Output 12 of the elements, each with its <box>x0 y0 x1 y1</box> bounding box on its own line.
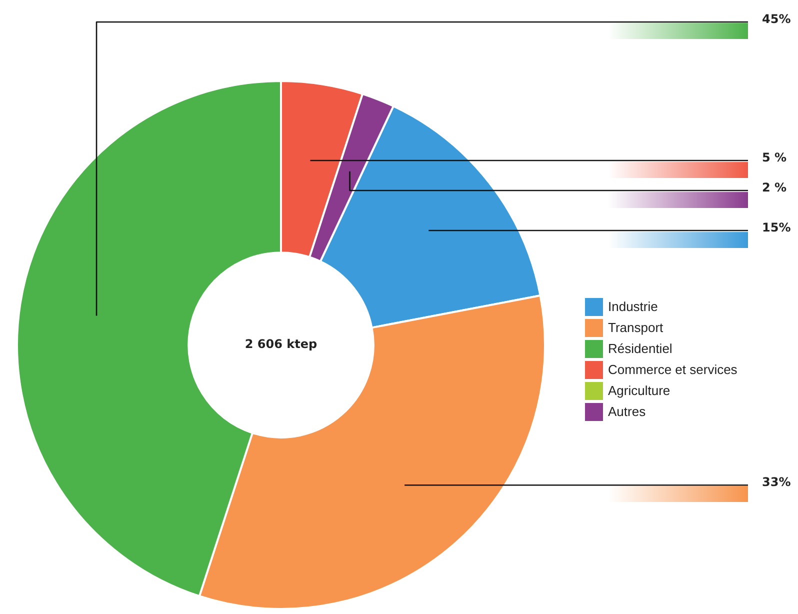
legend-label: Agriculture <box>608 383 670 398</box>
data-label: 15% <box>762 220 791 235</box>
text: 2 606 ktep <box>244 337 318 352</box>
legend-label: Autres <box>608 404 646 419</box>
data-label: 33% <box>762 475 791 490</box>
data-label: 45% <box>762 12 791 26</box>
legend-label: Transport <box>608 320 664 335</box>
legend-label: Résidentiel <box>608 341 672 356</box>
data-label: 5 % <box>762 150 787 165</box>
legend-label: Industrie <box>608 299 658 314</box>
data-label: 2 % <box>762 180 787 195</box>
legend-label: Commerce et services <box>608 362 738 377</box>
